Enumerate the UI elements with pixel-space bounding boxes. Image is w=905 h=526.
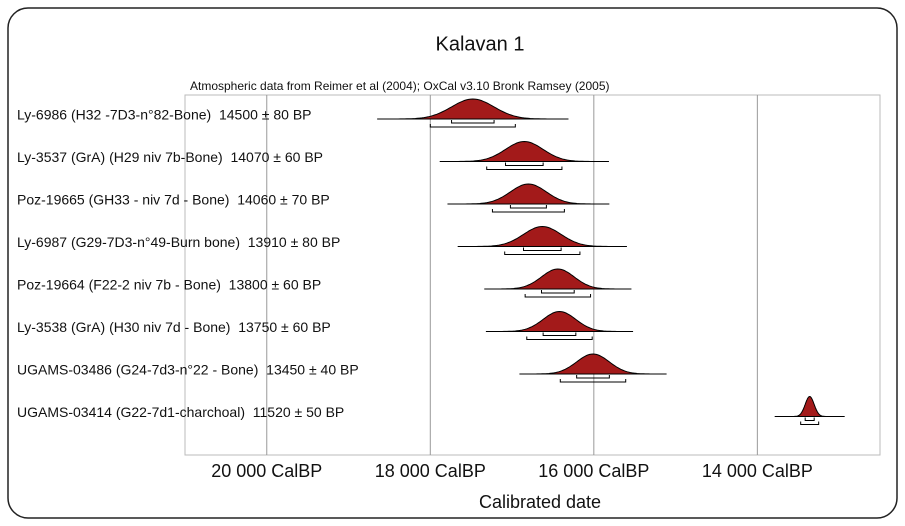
distribution <box>494 310 625 332</box>
range-bracket <box>504 251 581 255</box>
distribution <box>449 140 600 162</box>
range-bracket <box>804 417 815 421</box>
subtitle: Atmospheric data from Reimer et al (2004… <box>190 79 610 93</box>
plot-area <box>184 94 881 456</box>
range-bracket <box>486 166 563 170</box>
range-bracket <box>524 294 592 298</box>
range-bracket <box>542 332 577 336</box>
sample-label: Ly-6987 (G29-7D3-n°49-Burn bone) 13910 ±… <box>17 234 340 250</box>
sample-label: Poz-19664 (F22-2 niv 7b - Bone) 13800 ± … <box>17 277 321 293</box>
distribution <box>467 225 618 247</box>
range-bracket <box>429 124 516 128</box>
x-axis-label: Calibrated date <box>479 492 601 512</box>
sample-label: UGAMS-03486 (G24-7d3-n°22 - Bone) 13450 … <box>17 362 359 378</box>
distribution <box>527 353 659 375</box>
distribution <box>791 395 828 417</box>
range-bracket <box>576 375 610 379</box>
chart-title: Kalavan 1 <box>436 33 525 55</box>
range-bracket <box>540 290 575 294</box>
sample-label: Ly-3538 (GrA) (H30 niv 7d - Bone) 13750 … <box>17 319 331 335</box>
sample-label: Ly-6986 (H32 -7D3-n°82-Bone) 14500 ± 80 … <box>17 107 312 123</box>
range-bracket <box>526 336 593 340</box>
sample-label: Poz-19665 (GH33 - niv 7d - Bone) 14060 ±… <box>17 192 330 208</box>
sample-label: UGAMS-03414 (G22-7d1-charchoal) 11520 ± … <box>17 404 344 420</box>
distribution <box>387 98 558 120</box>
range-bracket <box>559 379 627 383</box>
range-bracket <box>509 205 547 209</box>
sample-label: Ly-3537 (GrA) (H29 niv 7b-Bone) 14070 ± … <box>17 149 323 165</box>
distribution <box>492 268 624 290</box>
frame <box>7 7 898 519</box>
range-bracket <box>451 120 495 124</box>
x-tick-label: 18 000 CalBP <box>375 461 486 481</box>
range-bracket <box>491 209 565 213</box>
range-bracket <box>505 162 544 166</box>
x-tick-label: 14 000 CalBP <box>702 461 813 481</box>
x-tick-label: 16 000 CalBP <box>538 461 649 481</box>
range-bracket <box>800 421 820 425</box>
distribution <box>456 183 601 205</box>
range-bracket <box>523 247 562 251</box>
x-tick-label: 20 000 CalBP <box>211 461 322 481</box>
